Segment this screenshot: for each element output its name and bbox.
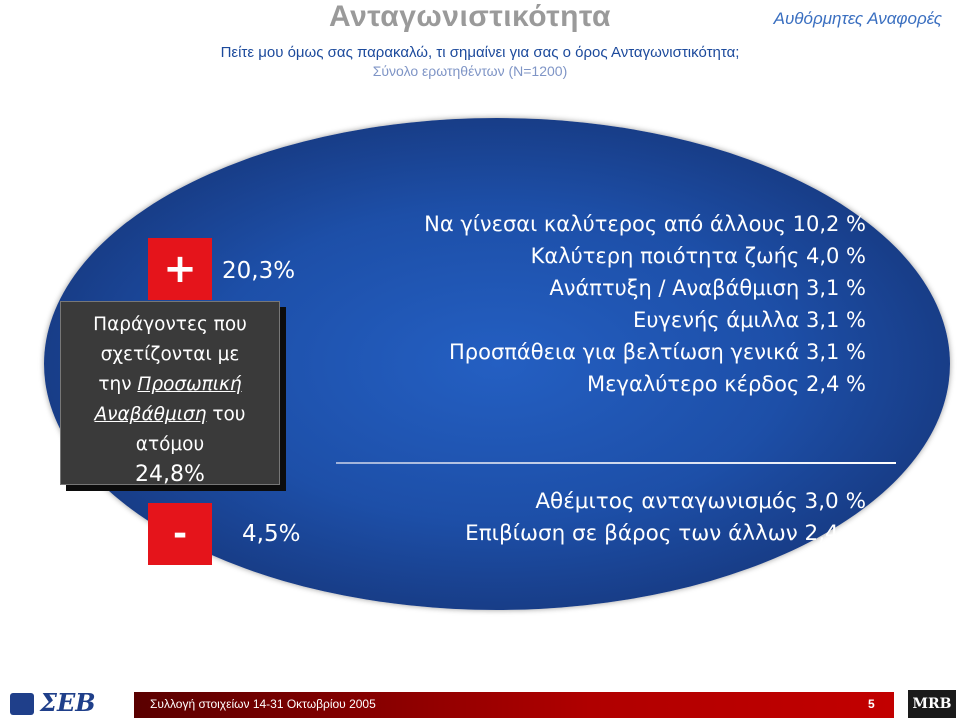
positive-item: Να γίνεσαι καλύτερος από άλλους 10,2 % [424, 212, 866, 236]
plus-sign-box: + [148, 238, 212, 300]
footer-data-collection-text: Συλλογή στοιχείων 14-31 Οκτωβρίου 2005 [150, 697, 376, 711]
factor-total: 24,8% [135, 462, 205, 487]
section-divider [336, 462, 896, 464]
page-number: 5 [868, 697, 875, 711]
factor-line-3-plain: την [98, 374, 138, 395]
survey-question: Πείτε μου όμως σας παρακαλώ, τι σημαίνει… [220, 44, 740, 61]
footer-bar [134, 692, 894, 718]
seb-logo-mark-icon [10, 693, 34, 715]
negative-total: 4,5% [242, 521, 301, 547]
positive-item: Καλύτερη ποιότητα ζωής 4,0 % [530, 244, 866, 268]
factor-line-3-emphasis: Προσωπική [137, 374, 242, 395]
positive-total: 20,3% [222, 258, 296, 284]
factor-line-4-plain: του [206, 404, 246, 425]
positive-items-list: Να γίνεσαι καλύτερος από άλλους 10,2 % Κ… [424, 208, 866, 400]
slide-title: Ανταγωνιστικότητα [329, 0, 611, 33]
seb-logo: ΣΕΒ [2, 688, 130, 718]
positive-item: Ανάπτυξη / Αναβάθμιση 3,1 % [549, 276, 866, 300]
personal-upgrade-factor-box: Παράγοντες που σχετίζονται με την Προσωπ… [60, 301, 280, 487]
positive-item: Μεγαλύτερο κέρδος 2,4 % [587, 372, 866, 396]
negative-item: Αθέμιτος ανταγωνισμός 3,0 % [535, 489, 866, 514]
report-type-label: Αυθόρμητες Αναφορές [773, 9, 942, 28]
factor-line-1: Παράγοντες που [93, 314, 247, 335]
minus-sign-box: - [148, 503, 212, 565]
factor-line-4: Αναβάθμιση του [61, 400, 279, 430]
sample-size: Σύνολο ερωτηθέντων (N=1200) [372, 63, 568, 79]
negative-items-list: Αθέμιτος ανταγωνισμός 3,0 % Επιβίωση σε … [465, 486, 866, 550]
mrb-logo: MRB [908, 690, 956, 718]
factor-line-2: σχετίζονται με [100, 344, 240, 365]
factor-line-4-emphasis: Αναβάθμιση [94, 404, 207, 425]
positive-item: Προσπάθεια για βελτίωση γενικά 3,1 % [449, 340, 866, 364]
positive-item: Ευγενής άμιλλα 3,1 % [633, 308, 866, 332]
negative-item: Επιβίωση σε βάρος των άλλων 2,4 % [465, 521, 866, 546]
factor-line-3: την Προσωπική [61, 370, 279, 400]
factor-line-5: ατόμου [135, 434, 205, 455]
seb-logo-text: ΣΕΒ [40, 688, 96, 717]
